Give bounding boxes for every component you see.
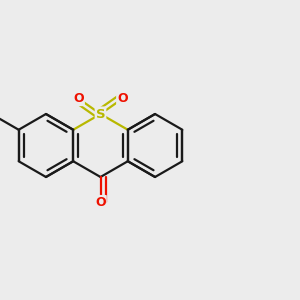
Text: O: O [95, 196, 106, 209]
Text: O: O [73, 92, 84, 105]
Text: S: S [96, 107, 105, 121]
Text: O: O [117, 92, 128, 105]
